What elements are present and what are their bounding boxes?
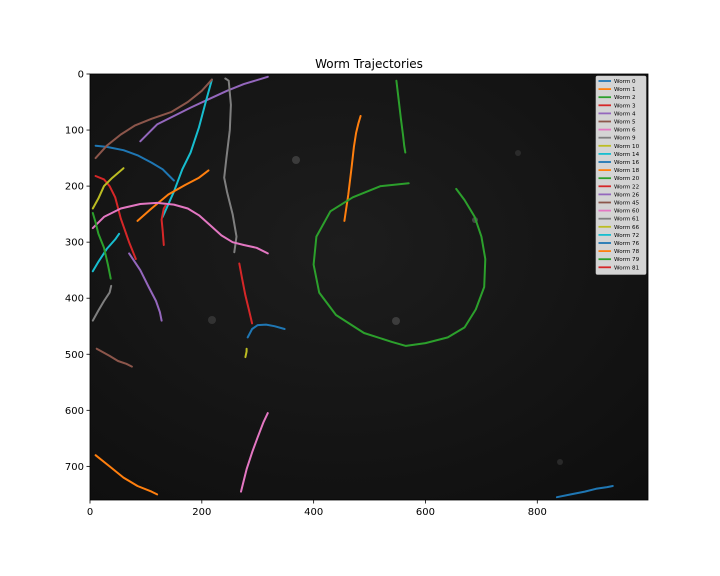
series-line-worm-2 xyxy=(395,79,407,154)
legend-entry-label: Worm 2 xyxy=(614,95,636,101)
series-line-worm-6 xyxy=(240,412,269,493)
series-line-worm-22 xyxy=(238,262,254,325)
legend-entry-label: Worm 5 xyxy=(614,120,636,126)
legend-entry-label: Worm 18 xyxy=(614,168,640,174)
series-line-worm-3 xyxy=(94,175,137,260)
series-line-worm-66 xyxy=(244,347,248,359)
series-line-worm-79 xyxy=(91,212,112,280)
plot-frame xyxy=(89,73,649,501)
series-line-worm-61 xyxy=(91,284,113,322)
legend-entry-label: Worm 76 xyxy=(614,241,640,247)
series-line-worm-18 xyxy=(136,169,210,222)
legend-entry-label: Worm 66 xyxy=(614,225,640,231)
y-axis: 0 100 200 300 400 500 600 700 xyxy=(65,70,90,473)
x-tick-label: 600 xyxy=(416,507,435,518)
x-tick-label: 200 xyxy=(192,507,211,518)
legend-entry-label: Worm 10 xyxy=(614,144,640,150)
series-line-worm-60 xyxy=(91,201,269,255)
legend-entry-label: Worm 22 xyxy=(614,184,639,190)
legend-entry-label: Worm 1 xyxy=(614,87,636,93)
y-tick-label: 500 xyxy=(65,350,84,361)
series-line-worm-4 xyxy=(139,75,269,143)
series-line-worm-10 xyxy=(91,167,125,210)
series-line-worm-26 xyxy=(128,252,163,322)
plot-background xyxy=(90,74,648,500)
legend-entry-label: Worm 9 xyxy=(614,136,636,142)
legend-entry-label: Worm 45 xyxy=(614,201,640,207)
legend-entry-label: Worm 4 xyxy=(614,111,636,117)
x-tick-label: 400 xyxy=(304,507,323,518)
legend-entry-label: Worm 16 xyxy=(614,160,640,166)
series-line-worm-78 xyxy=(94,454,159,496)
legend-entry-label: Worm 14 xyxy=(614,152,640,158)
legend-entry-label: Worm 6 xyxy=(614,128,636,134)
y-tick-label: 400 xyxy=(65,294,84,305)
series-line-worm-81 xyxy=(160,204,167,246)
series-line-worm-1 xyxy=(343,115,362,222)
series-line-worm-16 xyxy=(246,323,286,339)
legend-entry-label: Worm 20 xyxy=(614,176,640,182)
x-axis: 0 200 400 600 800 xyxy=(87,500,547,518)
legend-box xyxy=(595,75,647,275)
y-tick-label: 300 xyxy=(65,238,84,249)
chart-title: Worm Trajectories xyxy=(315,57,423,71)
series-line-worm-45 xyxy=(94,78,213,160)
legend-entry-label: Worm 26 xyxy=(614,192,640,198)
legend-entry-label: Worm 3 xyxy=(614,103,636,109)
y-tick-label: 700 xyxy=(65,462,84,473)
series-layer xyxy=(91,75,614,499)
series-line-worm-5 xyxy=(95,347,133,368)
y-tick-label: 100 xyxy=(65,126,84,137)
series-line-worm-76 xyxy=(555,485,614,499)
legend-entry-label: Worm 61 xyxy=(614,217,640,223)
legend-entry-label: Worm 79 xyxy=(614,257,640,263)
series-line-worm-72 xyxy=(91,232,121,273)
y-tick-label: 600 xyxy=(65,406,84,417)
legend: Worm 0 Worm 1 Worm 2 Worm 3 Worm 4 Worm 5 Worm… xyxy=(595,75,647,275)
x-tick-label: 0 xyxy=(87,507,93,518)
y-tick-label: 0 xyxy=(78,70,84,81)
legend-entry-label: Worm 0 xyxy=(614,79,636,85)
series-line-worm-20 xyxy=(312,182,487,347)
legend-entry-label: Worm 81 xyxy=(614,265,640,271)
series-line-worm-9 xyxy=(223,77,238,254)
x-tick-label: 800 xyxy=(528,507,547,518)
legend-entry-label: Worm 78 xyxy=(614,249,640,255)
legend-entry-label: Worm 72 xyxy=(614,233,639,239)
legend-entry-label: Worm 60 xyxy=(614,209,640,215)
y-tick-label: 200 xyxy=(65,182,84,193)
